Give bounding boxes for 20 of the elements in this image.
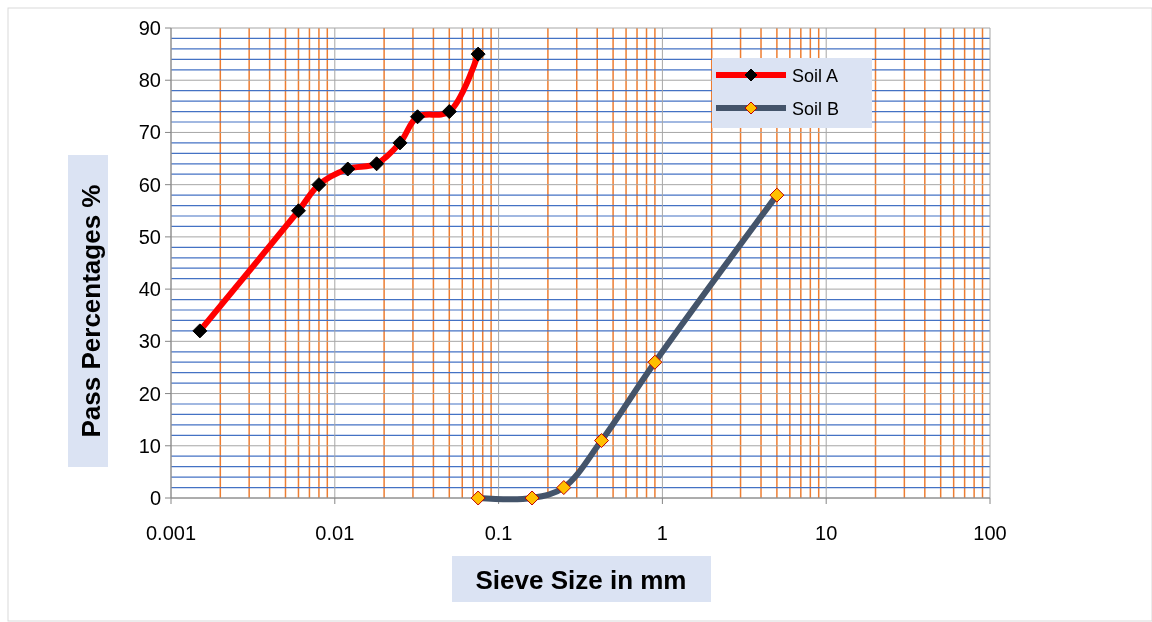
legend-label: Soil A [792, 66, 839, 86]
legend-label: Soil B [792, 99, 840, 119]
y-tick-label: 20 [138, 382, 161, 405]
x-tick-label: 100 [973, 522, 1007, 544]
x-tick-label: 0.01 [315, 522, 355, 544]
x-tick-label: 0.1 [484, 522, 513, 544]
y-tick-label: 60 [138, 173, 161, 196]
y-tick-label: 50 [138, 225, 161, 248]
x-axis-title: Sieve Size in mm [475, 565, 687, 595]
y-tick-label: 40 [138, 278, 161, 301]
y-tick-label: 90 [138, 17, 161, 39]
x-tick-label: 10 [815, 522, 838, 544]
y-axis-title: Pass Percentages % [76, 184, 106, 438]
y-tick-label: 10 [138, 434, 161, 457]
y-tick-label: 80 [138, 69, 161, 92]
y-tick-label: 0 [149, 487, 161, 509]
y-tick-label: 30 [138, 330, 161, 353]
y-tick-label: 70 [138, 121, 161, 144]
x-tick-label: 0.001 [145, 522, 197, 544]
x-tick-label: 1 [656, 522, 668, 544]
